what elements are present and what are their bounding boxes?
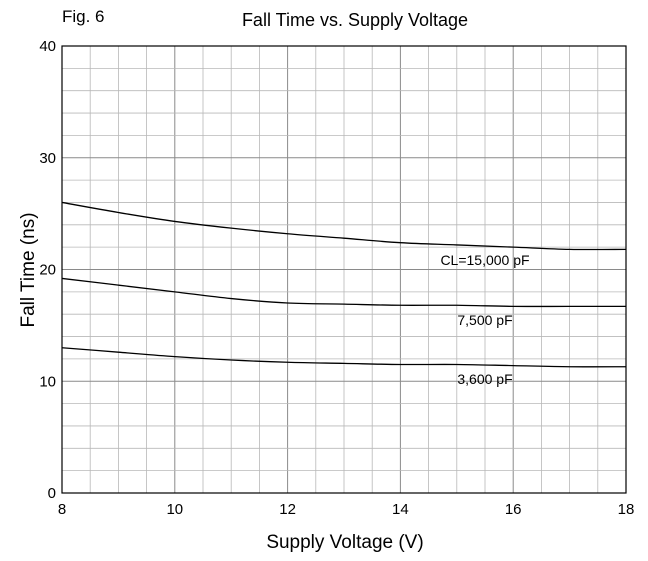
series-label-2: 3,600 pF	[457, 371, 512, 387]
y-tick-label: 20	[39, 262, 56, 279]
figure-label: Fig. 6	[62, 7, 105, 26]
x-tick-label: 16	[505, 501, 522, 518]
series-labels: CL=15,000 pF 7,500 pF 3,600 pF	[440, 252, 529, 387]
series-label-0: CL=15,000 pF	[440, 252, 529, 268]
series-lines	[61, 201, 627, 368]
x-tick-label: 18	[618, 501, 635, 518]
y-tick-label: 30	[39, 150, 56, 167]
x-tick-label: 14	[392, 501, 409, 518]
x-axis-label: Supply Voltage (V)	[266, 532, 423, 553]
series-line-0	[61, 201, 627, 251]
series-line-1	[61, 277, 626, 308]
gridlines	[62, 46, 626, 493]
y-tick-label: 10	[39, 373, 56, 390]
chart-title: Fall Time vs. Supply Voltage	[242, 10, 468, 30]
x-tick-label: 12	[279, 501, 296, 518]
x-tick-label: 10	[166, 501, 183, 518]
x-tick-label: 8	[58, 501, 66, 518]
y-axis-label: Fall Time (ns)	[18, 212, 39, 327]
series-label-1: 7,500 pF	[457, 312, 512, 328]
x-axis-ticks: 8 10 12 14 16 18	[58, 501, 635, 518]
series-line-2	[61, 347, 627, 368]
y-axis-ticks: 0 10 20 30 40	[39, 38, 56, 502]
y-tick-label: 40	[39, 38, 56, 55]
plot-area-frame	[61, 45, 627, 494]
y-tick-label: 0	[48, 485, 56, 502]
